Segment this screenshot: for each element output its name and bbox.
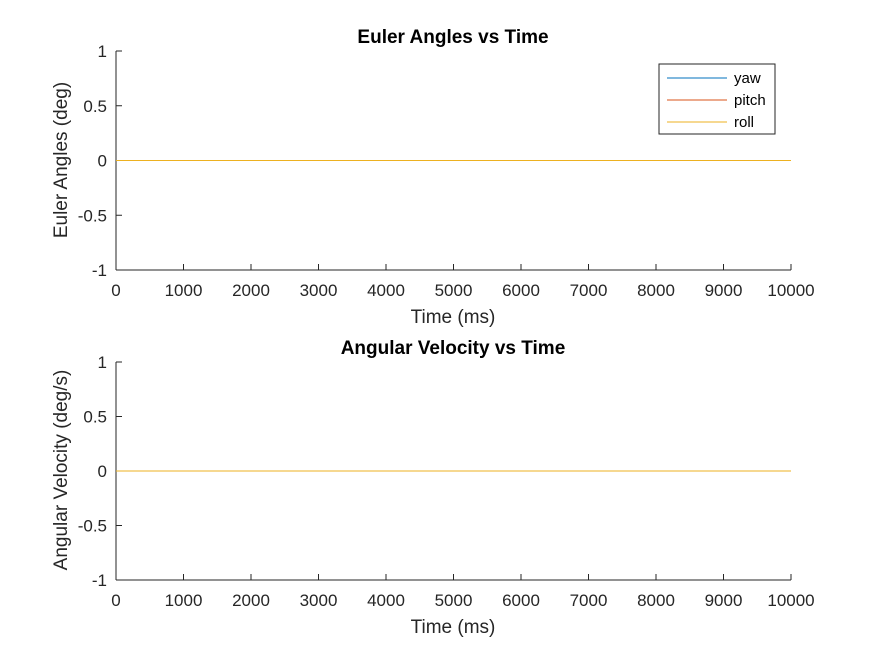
- y-tick-label: -0.5: [78, 517, 107, 536]
- x-tick-label: 0: [111, 281, 120, 300]
- x-tick-label: 6000: [502, 281, 540, 300]
- x-tick-label: 8000: [637, 591, 675, 610]
- x-tick-label: 8000: [637, 281, 675, 300]
- x-tick-label: 5000: [435, 591, 473, 610]
- legend-label-roll: roll: [734, 114, 754, 131]
- y-axis-label: Angular Velocity (deg/s): [51, 370, 72, 571]
- y-tick-label: 0.5: [83, 97, 107, 116]
- legend-label-pitch: pitch: [734, 92, 766, 109]
- y-tick-label: -1: [92, 261, 107, 280]
- y-tick-label: 1: [98, 353, 107, 372]
- x-axis-label: Time (ms): [411, 307, 496, 328]
- y-tick-label: 1: [98, 42, 107, 61]
- euler-angles-plot: Euler Angles vs Time Time (ms) Euler Ang…: [51, 27, 815, 328]
- x-tick-label: 5000: [435, 281, 473, 300]
- x-tick-label: 4000: [367, 281, 405, 300]
- x-tick-label: 10000: [767, 281, 814, 300]
- y-tick-label: 0.5: [83, 408, 107, 427]
- x-axis-label: Time (ms): [411, 617, 496, 638]
- y-tick-label: 0: [98, 152, 107, 171]
- x-tick-label: 4000: [367, 591, 405, 610]
- x-tick-label: 7000: [570, 591, 608, 610]
- plot-title: Euler Angles vs Time: [357, 27, 548, 48]
- x-tick-label: 0: [111, 591, 120, 610]
- y-tick-label: 0: [98, 462, 107, 481]
- y-tick-label: -0.5: [78, 206, 107, 225]
- x-tick-label: 6000: [502, 591, 540, 610]
- x-tick-label: 9000: [705, 591, 743, 610]
- x-tick-label: 3000: [300, 281, 338, 300]
- plot-title: Angular Velocity vs Time: [341, 338, 566, 359]
- angular-velocity-plot: Angular Velocity vs Time Time (ms) Angul…: [51, 338, 815, 638]
- x-tick-label: 1000: [165, 281, 203, 300]
- x-tick-label: 2000: [232, 591, 270, 610]
- x-tick-label: 3000: [300, 591, 338, 610]
- x-tick-label: 9000: [705, 281, 743, 300]
- x-tick-label: 10000: [767, 591, 814, 610]
- x-tick-label: 2000: [232, 281, 270, 300]
- legend-label-yaw: yaw: [734, 70, 761, 87]
- x-tick-label: 7000: [570, 281, 608, 300]
- y-axis-label: Euler Angles (deg): [51, 82, 72, 238]
- legend: yaw pitch roll: [658, 63, 776, 135]
- x-tick-label: 1000: [165, 591, 203, 610]
- y-tick-label: -1: [92, 571, 107, 590]
